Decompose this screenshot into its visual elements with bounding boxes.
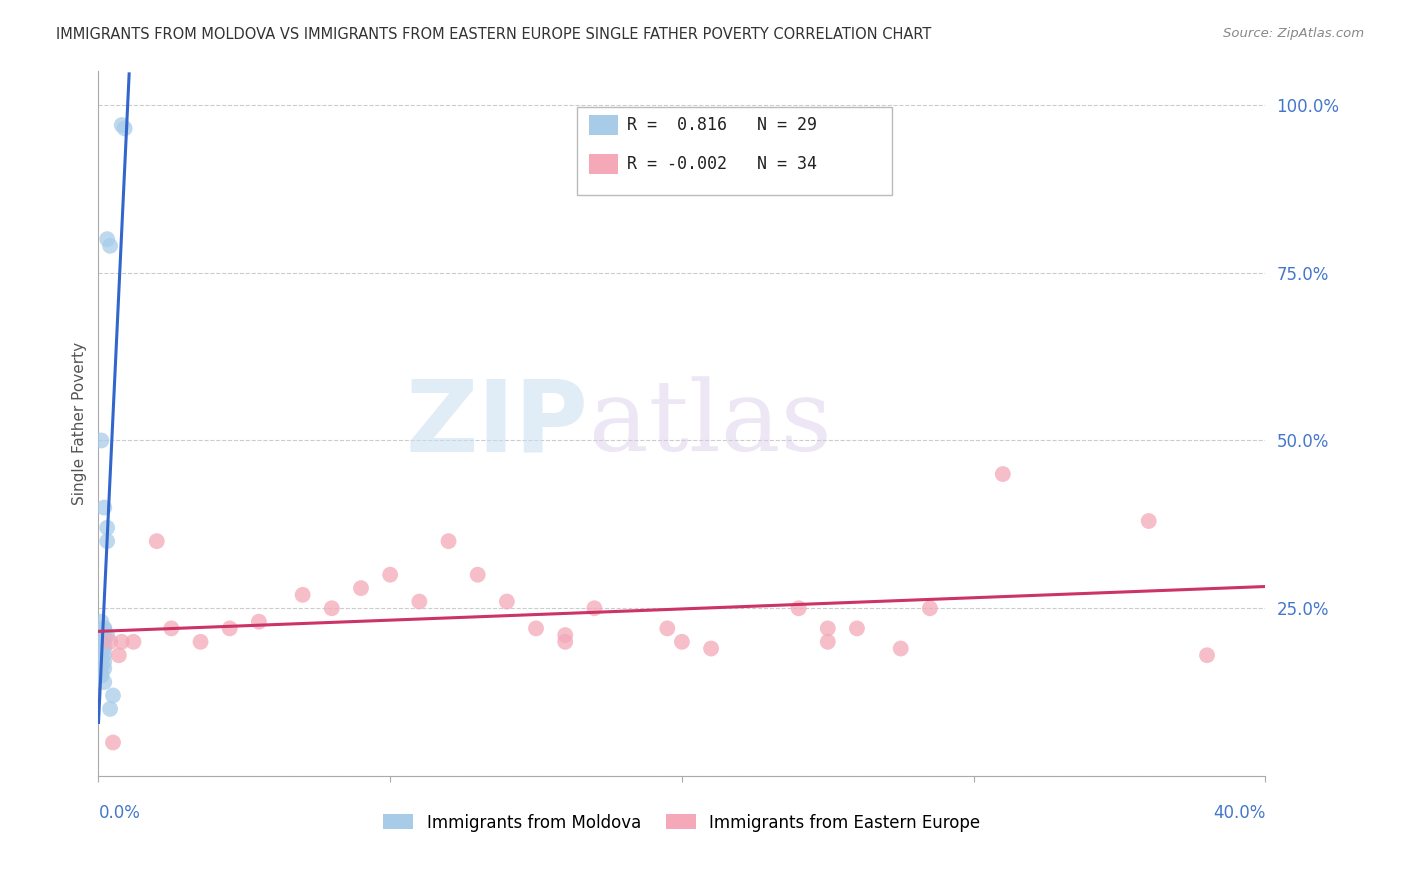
Point bbox=[467, 567, 489, 582]
Point bbox=[90, 668, 112, 682]
Point bbox=[90, 615, 112, 629]
Point bbox=[350, 581, 373, 595]
Point bbox=[122, 635, 145, 649]
Point bbox=[554, 628, 576, 642]
Point bbox=[93, 621, 115, 635]
Point bbox=[291, 588, 314, 602]
Point bbox=[554, 635, 576, 649]
Point bbox=[496, 594, 519, 608]
Point bbox=[380, 567, 402, 582]
Point bbox=[918, 601, 941, 615]
Point bbox=[160, 621, 183, 635]
Point bbox=[671, 635, 693, 649]
Point bbox=[93, 655, 115, 669]
Point bbox=[111, 118, 134, 132]
Point bbox=[846, 621, 869, 635]
Point bbox=[90, 668, 112, 682]
Point bbox=[408, 594, 430, 608]
Point bbox=[111, 635, 134, 649]
Point bbox=[93, 648, 115, 663]
Point bbox=[817, 635, 839, 649]
Point bbox=[90, 648, 112, 663]
FancyBboxPatch shape bbox=[576, 107, 891, 194]
Point bbox=[657, 621, 679, 635]
Text: 0.0%: 0.0% bbox=[98, 805, 141, 822]
Point bbox=[101, 735, 124, 749]
Point bbox=[101, 689, 124, 703]
Point bbox=[90, 635, 112, 649]
Point bbox=[93, 621, 115, 635]
Point bbox=[96, 628, 118, 642]
Text: Source: ZipAtlas.com: Source: ZipAtlas.com bbox=[1223, 27, 1364, 40]
Text: 40.0%: 40.0% bbox=[1213, 805, 1265, 822]
Point bbox=[321, 601, 343, 615]
Y-axis label: Single Father Poverty: Single Father Poverty bbox=[72, 343, 87, 505]
Point bbox=[114, 121, 136, 136]
Text: R =  0.816   N = 29: R = 0.816 N = 29 bbox=[627, 116, 817, 134]
Point bbox=[437, 534, 460, 549]
Point bbox=[98, 702, 121, 716]
Text: IMMIGRANTS FROM MOLDOVA VS IMMIGRANTS FROM EASTERN EUROPE SINGLE FATHER POVERTY : IMMIGRANTS FROM MOLDOVA VS IMMIGRANTS FR… bbox=[56, 27, 932, 42]
Point bbox=[96, 534, 118, 549]
Point bbox=[96, 521, 118, 535]
Legend: Immigrants from Moldova, Immigrants from Eastern Europe: Immigrants from Moldova, Immigrants from… bbox=[377, 807, 987, 838]
Point bbox=[1137, 514, 1160, 528]
FancyBboxPatch shape bbox=[589, 115, 617, 135]
Point bbox=[787, 601, 810, 615]
Text: ZIP: ZIP bbox=[406, 376, 589, 472]
Point bbox=[524, 621, 547, 635]
FancyBboxPatch shape bbox=[589, 153, 617, 174]
Point bbox=[146, 534, 169, 549]
Point bbox=[93, 635, 115, 649]
Point bbox=[583, 601, 606, 615]
Point bbox=[90, 662, 112, 676]
Point bbox=[700, 641, 723, 656]
Text: atlas: atlas bbox=[589, 376, 831, 472]
Point bbox=[96, 232, 118, 246]
Point bbox=[247, 615, 270, 629]
Point bbox=[890, 641, 912, 656]
Point bbox=[218, 621, 240, 635]
Point bbox=[90, 655, 112, 669]
Point bbox=[93, 662, 115, 676]
Point bbox=[90, 641, 112, 656]
Point bbox=[98, 239, 121, 253]
Point bbox=[1195, 648, 1218, 663]
Point bbox=[93, 641, 115, 656]
Point bbox=[108, 648, 131, 663]
Point bbox=[93, 628, 115, 642]
Point bbox=[991, 467, 1014, 481]
Point bbox=[90, 648, 112, 663]
Point bbox=[93, 675, 115, 690]
Point bbox=[93, 500, 115, 515]
Text: R = -0.002   N = 34: R = -0.002 N = 34 bbox=[627, 155, 817, 173]
Point bbox=[98, 635, 121, 649]
Point bbox=[817, 621, 839, 635]
Point bbox=[90, 434, 112, 448]
Point bbox=[190, 635, 212, 649]
